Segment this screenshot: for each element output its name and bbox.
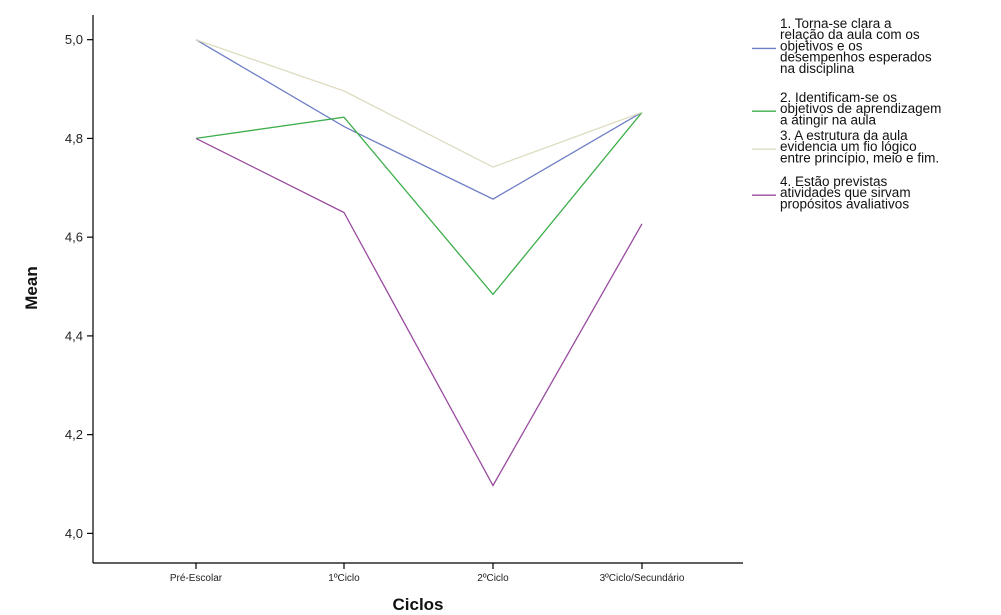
x-axis-title: Ciclos (392, 595, 443, 614)
series-line-1 (195, 39, 643, 200)
y-tick-label: 5,0 (65, 32, 83, 47)
x-tick-label: 3ºCiclo/Secundário (600, 573, 685, 584)
chart-axes (92, 15, 743, 564)
legend-label-4: 4. Estão previstas atividades que sirvam p… (780, 174, 911, 211)
y-axis-ticks: 4,0 4,2 4,4 4,6 4,8 5,0 (65, 32, 93, 541)
y-axis-title: Mean (22, 266, 41, 309)
series-lines (195, 39, 643, 487)
y-tick-label: 4,8 (65, 131, 83, 146)
y-tick-label: 4,0 (65, 526, 83, 541)
y-tick-label: 4,2 (65, 427, 83, 442)
series-line-4 (195, 137, 643, 487)
legend-label-3: 3. A estrutura da aula evidencia um fio l… (780, 128, 939, 165)
x-axis-ticks: Pré-Escolar 1ºCiclo 2ºCiclo 3ºCiclo/Secundá… (170, 563, 685, 584)
y-tick-label: 4,6 (65, 230, 83, 245)
legend-label-1: 1. Torna-se clara a relação da aula com o… (780, 16, 932, 76)
series-line-2 (195, 111, 643, 296)
legend-label-2: 2. Identificam-se os objetivos de aprendi… (780, 90, 941, 127)
chart-legend: 1. Torna-se clara a relação da aula com o… (752, 16, 941, 211)
series-line-3 (195, 39, 643, 168)
x-tick-label: Pré-Escolar (170, 573, 223, 584)
y-tick-label: 4,4 (65, 328, 83, 343)
x-tick-label: 2ºCiclo (477, 573, 509, 584)
x-tick-label: 1ºCiclo (328, 573, 360, 584)
